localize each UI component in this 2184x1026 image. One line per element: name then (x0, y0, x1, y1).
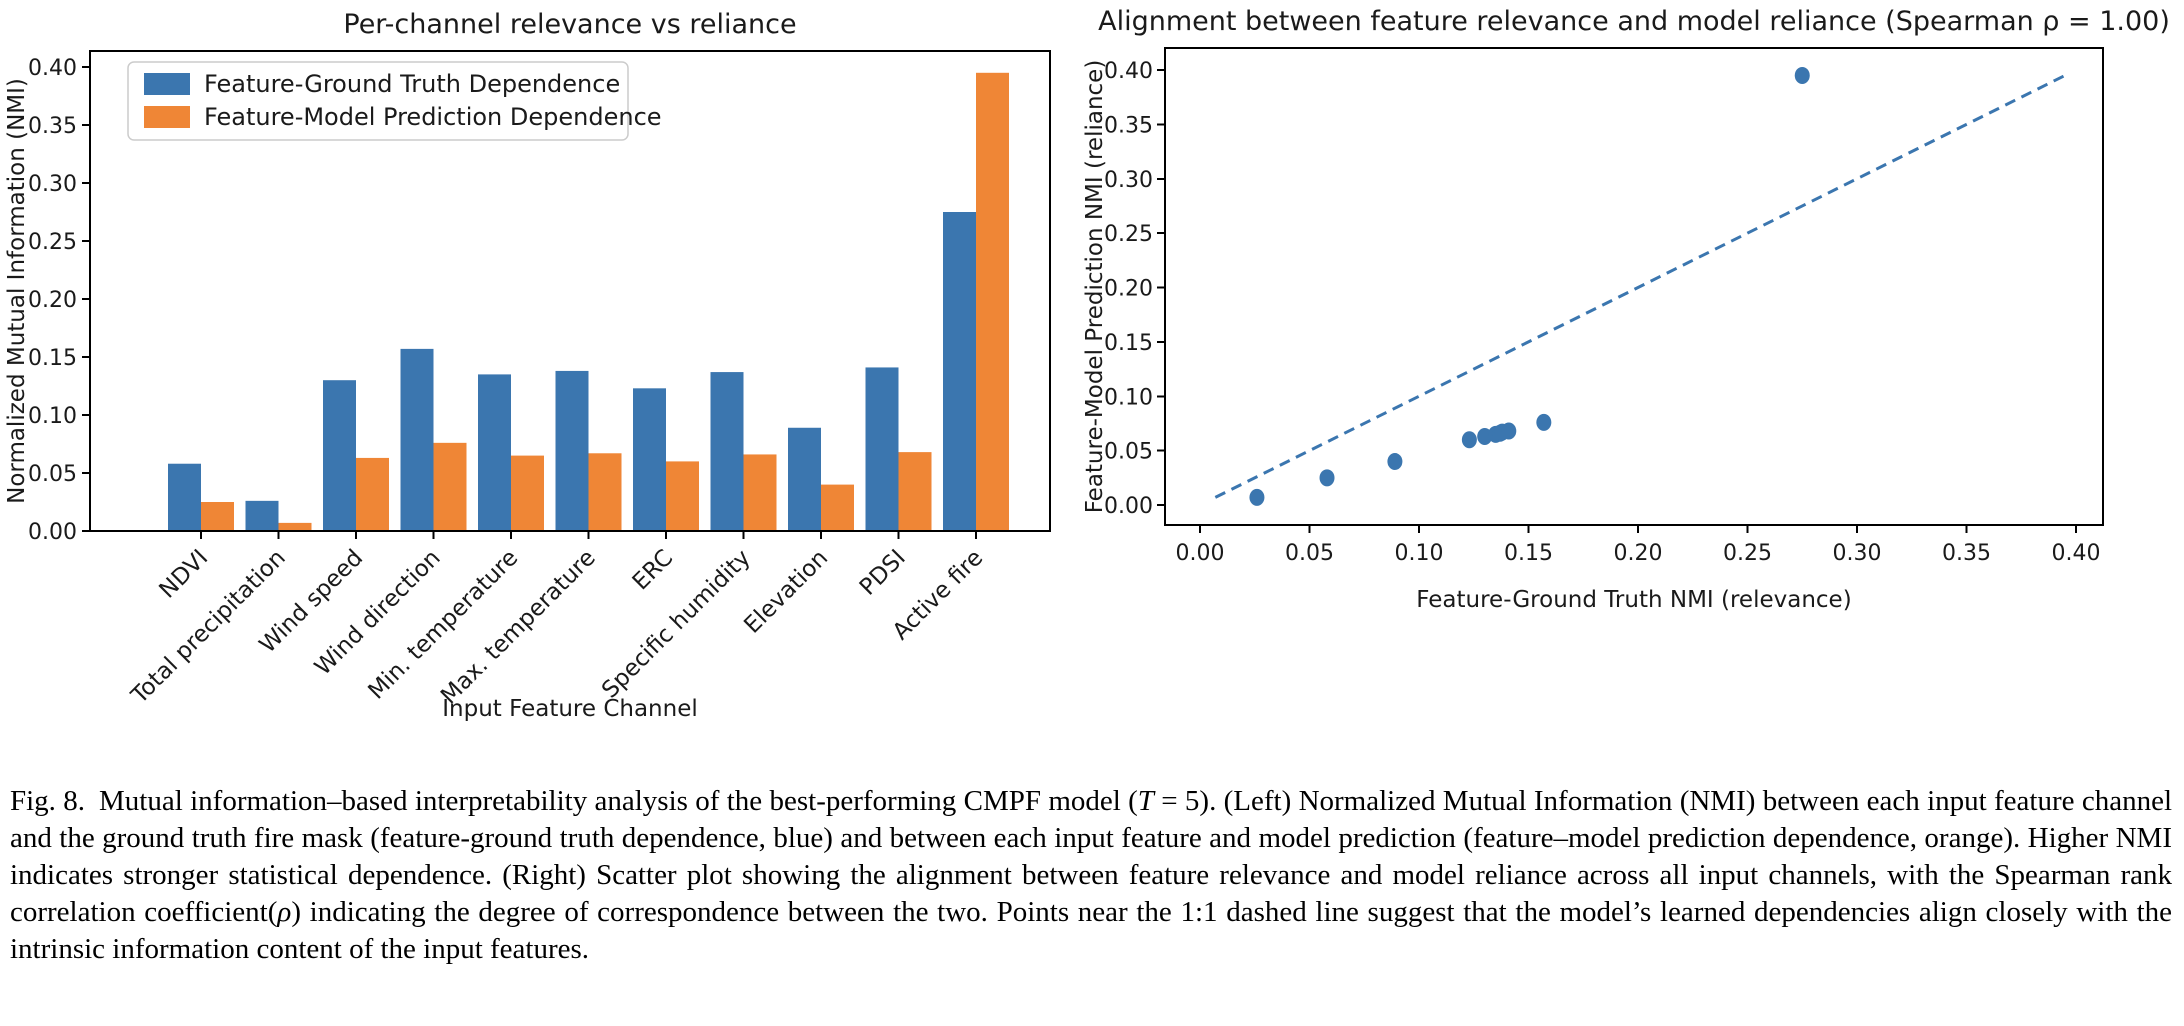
legend-swatch (144, 106, 190, 128)
bar-chart-ylabel: Normalized Mutual Information (NMI) (4, 78, 30, 504)
scatter-chart-ylabel: Feature-Model Prediction NMI (reliance) (1082, 60, 1108, 514)
bar-y-tick-label: 0.25 (28, 230, 77, 255)
bar-reliance-Elevation (821, 484, 854, 531)
scatter-y-tick-label: 0.20 (1104, 277, 1153, 302)
scatter-point-8 (1501, 422, 1517, 440)
legend-label: Feature-Ground Truth Dependence (204, 70, 620, 98)
bar-x-tick-label: Specific humidity (597, 545, 756, 704)
caption-italic-T: T (1137, 785, 1154, 817)
scatter-point-2 (1387, 453, 1403, 470)
legend-label: Feature-Model Prediction Dependence (204, 103, 662, 131)
caption-text-a: Mutual information–based interpretabilit… (99, 785, 1138, 817)
bar-relevance-Max. temperature (555, 370, 589, 531)
bar-reliance-Max. temperature (588, 453, 622, 531)
scatter-point-3 (1461, 431, 1477, 449)
bar-relevance-NDVI (168, 463, 201, 531)
bar-y-tick-label: 0.05 (28, 462, 77, 487)
bar-relevance-PDSI (865, 367, 899, 531)
scatter-y-tick-label: 0.25 (1104, 222, 1153, 247)
caption-text-c: ) indicating the degree of correspondenc… (10, 896, 2172, 965)
bar-relevance-ERC (633, 388, 666, 531)
bar-x-tick-label: PDSI (855, 545, 911, 601)
scatter-y-tick-label: 0.30 (1104, 168, 1153, 193)
figure-caption: Fig. 8. Mutual information–based interpre… (10, 783, 2172, 968)
scatter-x-tick-label: 0.30 (1833, 541, 1882, 566)
scatter-y-tick-label: 0.40 (1104, 59, 1153, 84)
bar-reliance-Active fire (976, 72, 1009, 532)
bar-y-tick-label: 0.00 (28, 520, 77, 545)
scatter-y-tick-label: 0.05 (1104, 440, 1153, 465)
bar-y-tick-label: 0.40 (28, 56, 77, 81)
scatter-point-1 (1319, 469, 1335, 487)
scatter-point-9 (1536, 413, 1552, 431)
bar-relevance-Specific humidity (710, 372, 744, 531)
legend-swatch (144, 73, 190, 95)
scatter-x-tick-label: 0.05 (1285, 541, 1334, 566)
figure-label: Fig. 8. (10, 785, 86, 817)
scatter-x-tick-label: 0.15 (1504, 541, 1553, 566)
bar-x-tick-label: Elevation (739, 545, 833, 639)
scatter-x-tick-label: 0.35 (1942, 541, 1991, 566)
bar-chart-xlabel: Input Feature Channel (442, 696, 698, 722)
bar-y-tick-label: 0.20 (28, 288, 77, 313)
scatter-point-10 (1794, 66, 1810, 84)
bar-relevance-Active fire (943, 212, 976, 531)
bar-reliance-Min. temperature (511, 455, 544, 531)
bar-y-tick-label: 0.10 (28, 404, 77, 429)
bar-relevance-Min. temperature (478, 374, 511, 531)
bar-chart: 0.00 0.05 0.10 0.15 0.20 0.25 0.30 0.35 0.40 NDVI… (4, 9, 1051, 722)
bar-reliance-Wind speed (356, 457, 389, 531)
bar-x-tick-label: Max. temperature (436, 545, 601, 710)
bar-relevance-Wind direction (400, 348, 434, 531)
scatter-y-tick-label: 0.15 (1104, 331, 1153, 356)
scatter-y-tick-label: 0.10 (1104, 385, 1153, 410)
bar-y-tick-label: 0.35 (28, 114, 77, 139)
bar-x-tick-label: Min. temperature (363, 545, 523, 705)
caption-text-b: = 5). (Left) Normalized Mutual Informati… (10, 785, 2172, 928)
bar-reliance-NDVI (201, 502, 234, 531)
bar-reliance-Total precipitation (278, 522, 312, 531)
bar-chart-title: Per-channel relevance vs reliance (343, 9, 796, 40)
scatter-x-tick-label: 0.10 (1395, 541, 1444, 566)
scatter-x-tick-label: 0.25 (1723, 541, 1772, 566)
caption-italic-rho: ρ (277, 896, 292, 928)
scatter-y-tick-label: 0.35 (1104, 113, 1153, 138)
scatter-y-tick-label: 0.00 (1104, 494, 1153, 519)
scatter-chart: 0.00 0.05 0.10 0.15 0.20 0.25 0.30 0.35 0.40 0.00… (1082, 6, 2170, 613)
bar-reliance-PDSI (898, 452, 932, 531)
bar-y-tick-label: 0.15 (28, 346, 77, 371)
bar-x-tick-label: Total precipitation (126, 545, 291, 710)
bar-plot-border (89, 50, 1051, 532)
scatter-chart-title: Alignment between feature relevance and … (1098, 6, 2170, 37)
bar-reliance-Wind direction (433, 442, 467, 531)
bar-x-tick-label: ERC (628, 545, 679, 596)
bar-reliance-Specific humidity (743, 454, 777, 531)
scatter-x-tick-label: 0.00 (1176, 541, 1225, 566)
scatter-x-tick-label: 0.20 (1614, 541, 1663, 566)
bar-relevance-Total precipitation (245, 500, 279, 531)
bar-reliance-ERC (666, 461, 699, 531)
bar-y-tick-label: 0.30 (28, 172, 77, 197)
identity-line (1214, 73, 2068, 499)
scatter-point-0 (1249, 488, 1265, 506)
scatter-chart-xlabel: Feature-Ground Truth NMI (relevance) (1416, 587, 1851, 613)
legend-box (127, 61, 629, 141)
bar-relevance-Elevation (788, 427, 821, 531)
scatter-x-tick-label: 0.40 (2052, 541, 2101, 566)
bar-x-tick-label: NDVI (155, 545, 214, 604)
bar-relevance-Wind speed (323, 380, 356, 531)
